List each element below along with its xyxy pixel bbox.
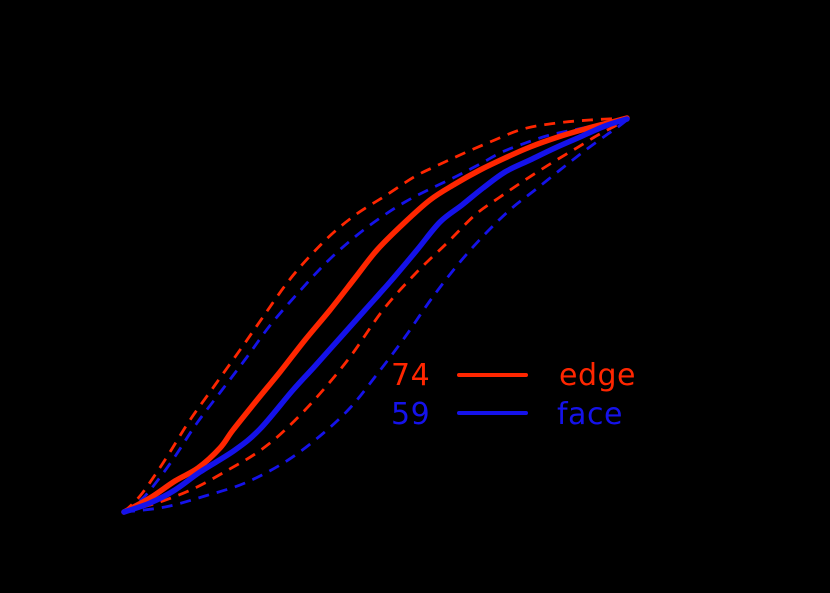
- curve-face-mean: [121, 116, 630, 515]
- curve-face-lower-band: [123, 118, 628, 514]
- curve-edge-upper-band: [123, 116, 628, 513]
- curve-edge-mean: [121, 115, 630, 515]
- curve-edge-lower-band: [123, 117, 628, 514]
- curve-face-upper-band: [123, 117, 628, 514]
